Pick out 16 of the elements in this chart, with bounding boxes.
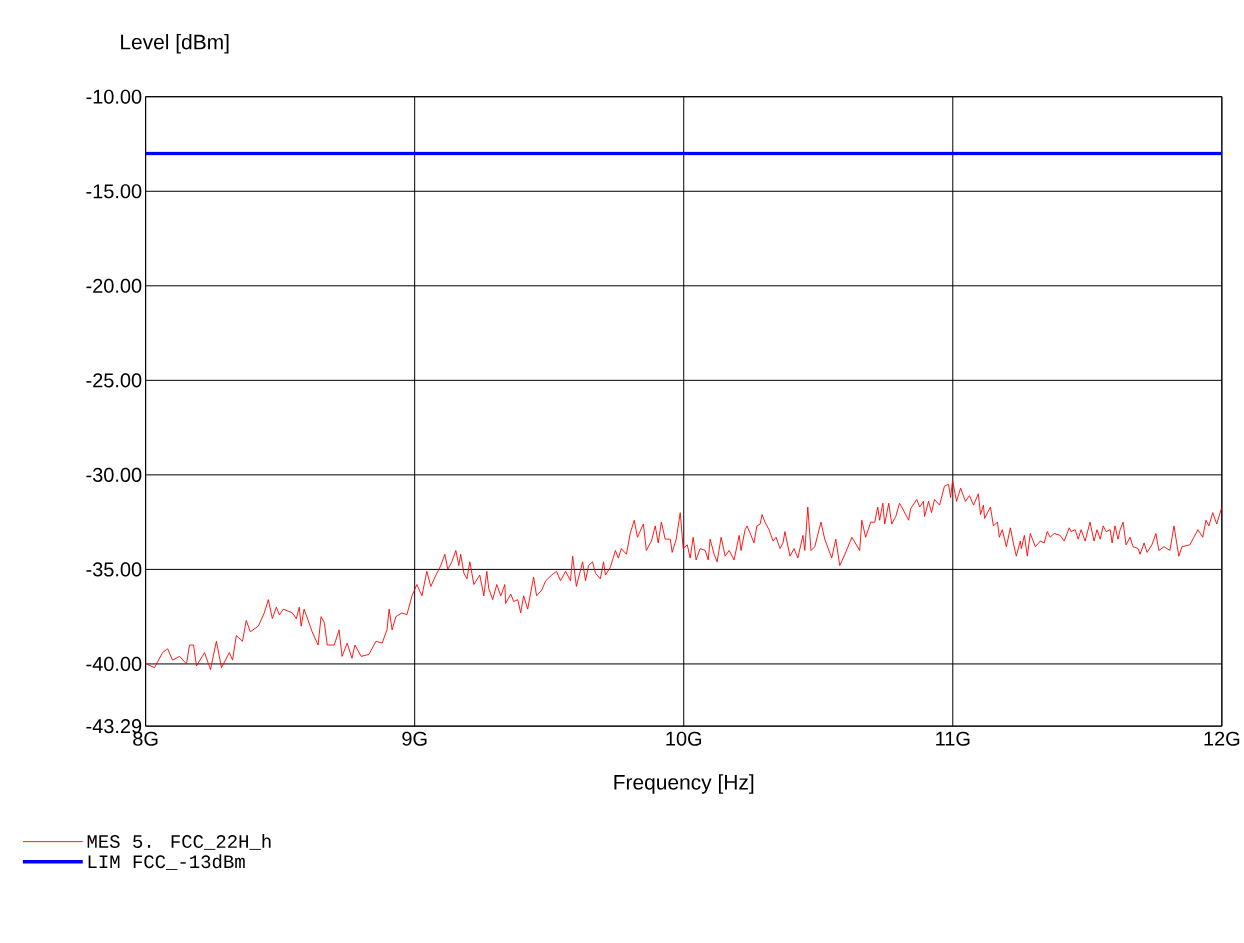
legend-label: LIM FCC_-13dBm — [88, 854, 245, 871]
y-tick-label: -20.00 — [86, 278, 142, 294]
y-tick-label: -15.00 — [86, 184, 142, 199]
y-tick-label: -30.00 — [86, 468, 142, 483]
y-tick-label: -10.00 — [86, 89, 142, 105]
y-tick-label: -40.00 — [86, 657, 142, 672]
y-tick-label: -25.00 — [86, 373, 142, 388]
x-axis-title: Frequency [Hz] — [614, 774, 754, 794]
legend-label: MES 5. FCC_22H_h — [87, 834, 271, 851]
x-tick-label: 9G — [402, 731, 427, 746]
y-axis-title: Level [dBm] — [121, 34, 229, 54]
y-tick-label: -35.00 — [86, 562, 142, 577]
x-tick-label: 11G — [936, 731, 970, 746]
line-series — [145, 480, 1222, 671]
x-tick-label: 10G — [666, 731, 702, 746]
x-tick-label: 12G — [1204, 731, 1240, 746]
